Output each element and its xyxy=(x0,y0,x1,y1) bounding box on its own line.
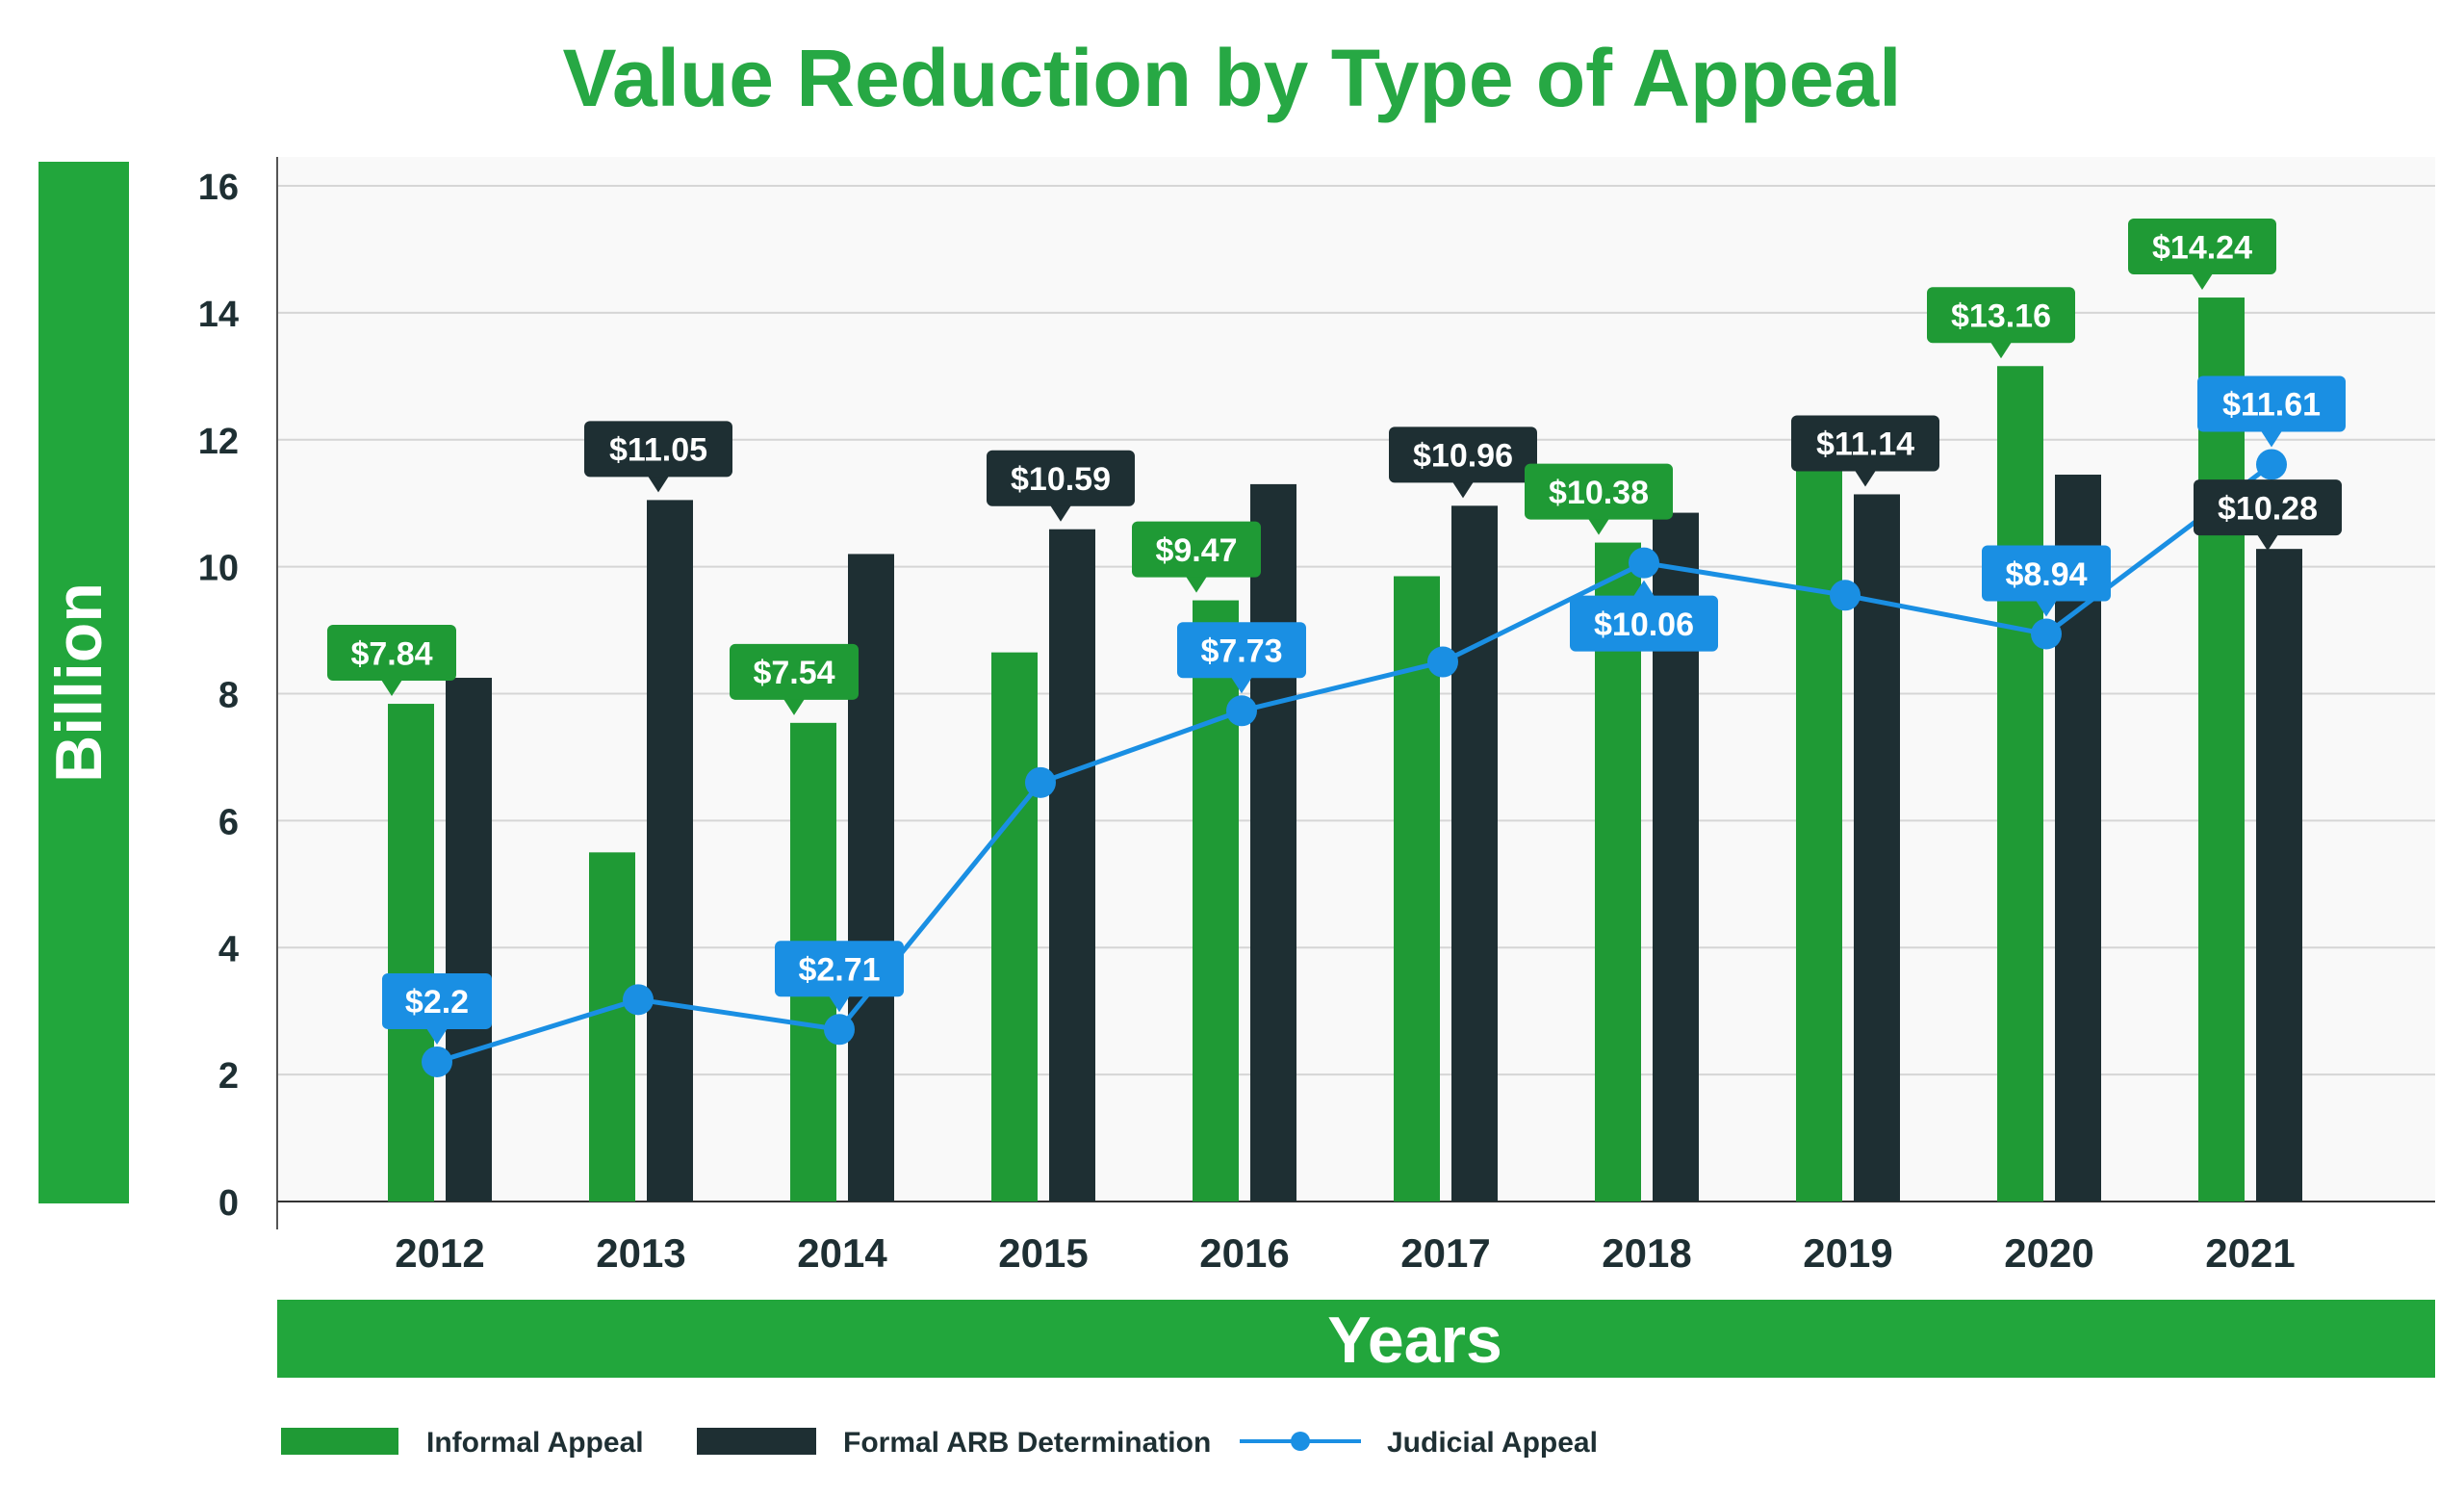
data-label-informal-appeal: $13.16 xyxy=(1927,287,2075,359)
y-tick-label: 16 xyxy=(198,168,239,208)
legend-swatch-informal-appeal xyxy=(281,1428,398,1455)
y-axis-label-band xyxy=(38,162,129,1203)
judicial-appeal-point xyxy=(1830,580,1861,611)
judicial-appeal-point xyxy=(422,1046,452,1077)
bar-informal-appeal xyxy=(1997,366,2043,1202)
data-label-text: $10.59 xyxy=(1011,461,1111,498)
y-tick-label: 10 xyxy=(198,549,239,589)
data-label-text: $7.54 xyxy=(753,655,834,691)
judicial-appeal-point xyxy=(623,984,654,1016)
judicial-appeal-point xyxy=(1629,547,1659,579)
data-label-formal-arb-determination: $10.59 xyxy=(987,450,1135,522)
y-tick-labels: 0 2 4 6 8 10 12 14 16 xyxy=(198,168,239,1224)
bar-informal-appeal xyxy=(1796,458,1842,1202)
x-tick-label: 2013 xyxy=(596,1230,685,1276)
x-tick-labels: 2012 2013 2014 2015 2016 2017 2018 2019 2020 2021 xyxy=(395,1230,2295,1276)
data-label-text: $10.28 xyxy=(2218,490,2318,527)
chart-title: Value Reduction by Type of Appeal xyxy=(563,33,1902,123)
x-tick-label: 2018 xyxy=(1602,1230,1691,1276)
legend-swatch-formal-arb-determination xyxy=(697,1428,816,1455)
data-label-text: $2.2 xyxy=(405,984,469,1021)
bar-informal-appeal xyxy=(2198,297,2245,1202)
data-labels: $7.84 $2.2 $11.05 $7.54 $2.71 $10.59 $9.47 $7.7… xyxy=(327,219,2346,1045)
legend-label-informal-appeal: Informal Appeal xyxy=(426,1427,644,1459)
data-label-text: $11.61 xyxy=(2222,387,2321,424)
y-tick-label: 14 xyxy=(198,295,239,335)
bar-formal-arb-determination xyxy=(2256,549,2302,1202)
bar-informal-appeal xyxy=(1394,576,1440,1202)
x-axis-label: Years xyxy=(1327,1304,1502,1377)
x-tick-label: 2015 xyxy=(998,1230,1088,1276)
data-label-text: $14.24 xyxy=(2152,229,2252,266)
x-tick-label: 2014 xyxy=(797,1230,887,1276)
judicial-appeal-point xyxy=(1025,766,1056,798)
data-label-informal-appeal: $10.38 xyxy=(1525,463,1673,535)
data-label-judicial-appeal: $10.06 xyxy=(1570,580,1718,652)
y-tick-label: 6 xyxy=(218,802,239,842)
x-tick-label: 2017 xyxy=(1400,1230,1490,1276)
data-label-informal-appeal: $9.47 xyxy=(1132,521,1261,593)
judicial-appeal-point xyxy=(2256,449,2287,480)
y-tick-label: 4 xyxy=(218,929,239,969)
data-label-judicial-appeal: $2.71 xyxy=(775,941,904,1013)
y-tick-label: 8 xyxy=(218,676,239,716)
judicial-appeal-point xyxy=(824,1014,855,1046)
data-label-text: $11.14 xyxy=(1816,426,1914,463)
legend-swatch-judicial-appeal-dot xyxy=(1291,1432,1310,1451)
bar-formal-arb-determination xyxy=(1250,483,1296,1202)
data-label-formal-arb-determination: $11.05 xyxy=(584,421,732,493)
data-label-text: $10.06 xyxy=(1594,607,1694,643)
data-label-judicial-appeal: $8.94 xyxy=(1982,545,2111,617)
judicial-appeal-polyline xyxy=(436,462,2273,1065)
judicial-appeal-line xyxy=(422,449,2287,1077)
x-tick-label: 2016 xyxy=(1199,1230,1289,1276)
bar-informal-appeal xyxy=(1193,600,1239,1202)
x-tick-label: 2012 xyxy=(395,1230,484,1276)
bar-formal-arb-determination xyxy=(647,500,693,1202)
data-label-informal-appeal: $14.24 xyxy=(2128,219,2276,291)
x-tick-label: 2021 xyxy=(2205,1230,2295,1276)
judicial-appeal-point xyxy=(1427,646,1458,678)
legend-label-judicial-appeal: Judicial Appeal xyxy=(1387,1427,1598,1459)
bar-formal-arb-determination xyxy=(1049,529,1095,1202)
data-label-judicial-appeal: $7.73 xyxy=(1177,622,1306,694)
data-label-formal-arb-determination: $10.96 xyxy=(1389,426,1537,499)
bar-informal-appeal xyxy=(589,852,635,1202)
data-label-text: $13.16 xyxy=(1951,298,2051,335)
legend-label-formal-arb-determination: Formal ARB Determination xyxy=(843,1427,1211,1459)
data-label-text: $9.47 xyxy=(1155,532,1237,569)
grid-lines xyxy=(277,185,2435,1076)
data-label-formal-arb-determination: $11.14 xyxy=(1791,415,1939,487)
bars xyxy=(388,297,2302,1202)
legend: Informal Appeal Formal ARB Determination J… xyxy=(281,1427,1598,1459)
data-label-judicial-appeal: $2.2 xyxy=(382,972,492,1045)
bar-informal-appeal xyxy=(991,652,1038,1202)
data-label-informal-appeal: $7.84 xyxy=(327,625,456,697)
y-tick-label: 2 xyxy=(218,1056,239,1097)
judicial-appeal-point xyxy=(2031,618,2062,650)
data-label-text: $11.05 xyxy=(609,432,707,469)
data-label-text: $10.96 xyxy=(1413,438,1513,475)
bar-informal-appeal xyxy=(388,704,434,1202)
y-tick-label: 0 xyxy=(218,1183,239,1224)
x-tick-label: 2019 xyxy=(1803,1230,1892,1276)
bar-formal-arb-determination xyxy=(446,678,492,1202)
data-label-text: $7.84 xyxy=(350,635,432,672)
y-axis-label: Billion xyxy=(42,582,116,783)
judicial-appeal-point xyxy=(1226,695,1257,727)
bar-formal-arb-determination xyxy=(1451,505,1498,1202)
y-tick-label: 12 xyxy=(198,422,239,462)
data-label-text: $10.38 xyxy=(1549,475,1649,511)
data-label-judicial-appeal: $11.61 xyxy=(2197,375,2346,448)
data-label-text: $2.71 xyxy=(798,952,880,989)
x-tick-label: 2020 xyxy=(2004,1230,2093,1276)
data-label-formal-arb-determination: $10.28 xyxy=(2194,479,2342,552)
x-axis-label-band xyxy=(277,1300,2435,1378)
data-label-text: $7.73 xyxy=(1200,633,1282,670)
bar-formal-arb-determination xyxy=(1854,494,1900,1202)
data-label-text: $8.94 xyxy=(2005,556,2087,593)
bar-informal-appeal xyxy=(1595,542,1641,1202)
data-label-informal-appeal: $7.54 xyxy=(730,643,859,715)
